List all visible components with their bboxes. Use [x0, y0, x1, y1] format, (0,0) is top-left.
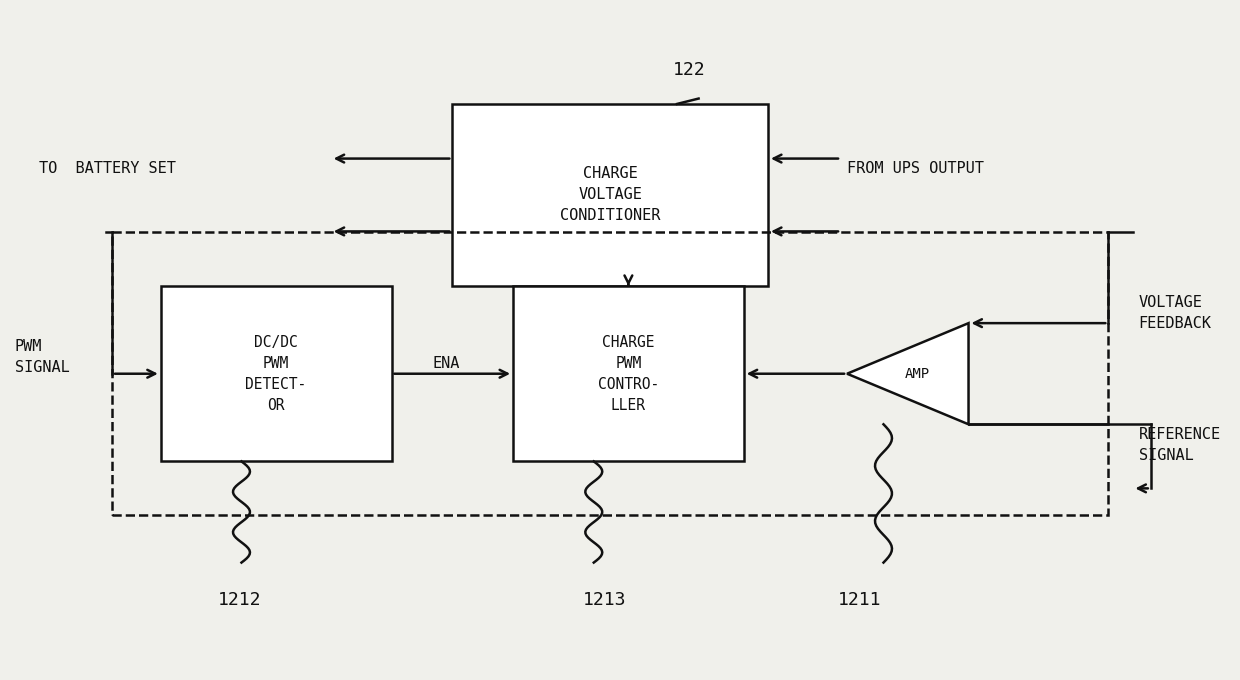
Text: DC/DC
PWM
DETECT-
OR: DC/DC PWM DETECT- OR [246, 335, 306, 413]
Bar [513, 286, 744, 462]
Text: CHARGE
PWM
CONTRO-
LLER: CHARGE PWM CONTRO- LLER [598, 335, 658, 413]
Text: AMP: AMP [905, 367, 930, 381]
Text: REFERENCE
SIGNAL: REFERENCE SIGNAL [1138, 426, 1220, 462]
Bar [161, 286, 392, 462]
Text: FROM UPS OUTPUT: FROM UPS OUTPUT [847, 160, 983, 175]
Text: TO  BATTERY SET: TO BATTERY SET [40, 160, 176, 175]
Polygon shape [847, 323, 968, 424]
Text: ENA: ENA [433, 356, 460, 371]
Text: 1212: 1212 [218, 591, 262, 609]
Bar [453, 104, 768, 286]
Text: PWM
SIGNAL: PWM SIGNAL [15, 339, 69, 375]
Text: 1213: 1213 [583, 591, 626, 609]
Text: 122: 122 [673, 61, 706, 80]
Text: 1211: 1211 [837, 591, 880, 609]
Bar [112, 232, 1109, 515]
Text: VOLTAGE
FEEDBACK: VOLTAGE FEEDBACK [1138, 295, 1211, 331]
Text: CHARGE
VOLTAGE
CONDITIONER: CHARGE VOLTAGE CONDITIONER [560, 167, 661, 224]
